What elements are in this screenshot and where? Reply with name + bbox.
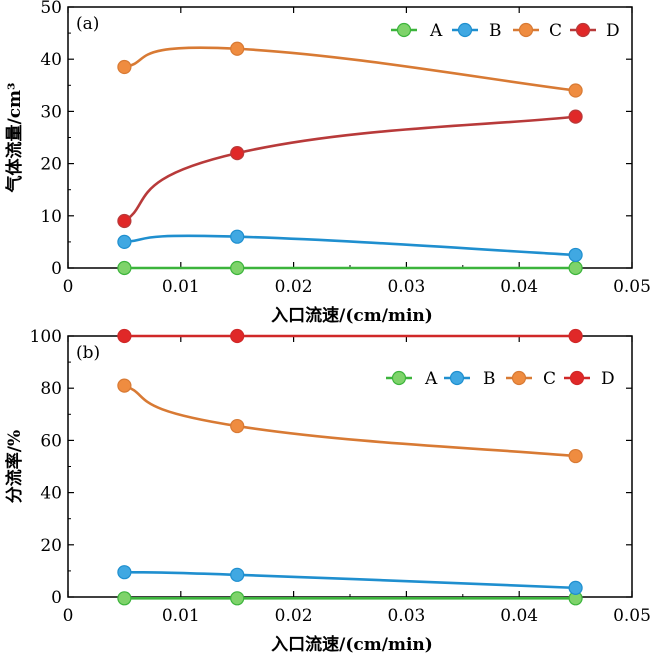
legend-marker [449, 370, 465, 386]
legend-label: A [429, 21, 443, 41]
x-tick-label: 0.01 [162, 277, 200, 297]
y-tick-label: 0 [51, 588, 62, 608]
legend-marker [396, 22, 412, 38]
legend-marker [575, 22, 591, 38]
data-point-D [117, 213, 132, 229]
data-point-B [117, 565, 132, 580]
legend-entry-D: D [564, 369, 615, 389]
legend-label: D [601, 369, 615, 389]
data-point-C [117, 59, 132, 75]
y-tick-label: 20 [40, 155, 62, 175]
legend-entry-B: B [444, 369, 496, 389]
y-tick-label: 100 [30, 327, 62, 347]
legend-marker [511, 370, 527, 386]
x-tick-label: 0.02 [275, 606, 313, 626]
chart-panel-b: 0 0.01 0.02 0.03 0.04 0.05 0 20 40 60 80 100 入口流速/(c… [4, 327, 650, 655]
legend-marker [457, 22, 473, 38]
y-tick-label: 50 [40, 0, 62, 18]
series-A [117, 260, 583, 276]
legend-label: B [489, 21, 502, 41]
series-line-D [123, 115, 576, 223]
x-tick-label: 0 [63, 606, 74, 626]
series-line-B [124, 234, 576, 257]
legend-label: B [483, 369, 496, 389]
data-point-A [117, 591, 132, 606]
data-point-C [568, 448, 583, 464]
chart-panel-a: 0 0.01 0.02 0.03 0.04 0.05 0 10 20 30 40 50 入口流速/(cm… [4, 0, 650, 326]
legend-marker [518, 22, 534, 38]
legend-label: A [424, 369, 438, 389]
series-A [117, 591, 583, 606]
y-tick-label: 30 [40, 102, 62, 122]
y-tick-label: 20 [40, 536, 62, 556]
x-tick-label: 0.04 [500, 277, 538, 297]
legend-marker [391, 370, 407, 386]
legend-entry-D: D [570, 21, 620, 41]
legend-marker [569, 370, 585, 386]
data-point-A [117, 260, 132, 276]
x-tick-label: 0.05 [613, 606, 650, 626]
data-point-C [230, 41, 245, 56]
series-B [117, 565, 583, 595]
y-tick-label: 0 [51, 259, 62, 279]
series-B [117, 229, 583, 263]
data-point-B [230, 229, 245, 244]
legend-entry-B: B [452, 21, 502, 41]
legend-entry-A: A [391, 21, 443, 41]
legend-label: C [549, 21, 562, 41]
legend-label: C [543, 369, 556, 389]
data-point-A [568, 260, 583, 276]
data-point-B [117, 234, 132, 249]
series-line-C [123, 384, 576, 458]
data-point-D [230, 328, 245, 344]
y-tick-label: 40 [40, 484, 62, 504]
data-point-A [230, 260, 245, 276]
x-tick-label: 0.05 [613, 277, 650, 297]
panel-label: (b) [76, 343, 100, 363]
data-point-D [230, 146, 245, 161]
y-tick-label: 60 [40, 431, 62, 451]
data-point-B [568, 580, 583, 595]
x-tick-label: 0 [63, 277, 74, 297]
legend-entry-C: C [513, 21, 562, 41]
y-tick-label: 80 [40, 379, 62, 399]
series-D [117, 328, 583, 344]
legend-label: D [606, 21, 620, 41]
series-line-B [124, 570, 576, 590]
legend-entry-C: C [506, 369, 556, 389]
x-tick-label: 0.01 [162, 606, 200, 626]
plot-frame [67, 6, 633, 269]
data-point-A [230, 591, 245, 606]
series-C [117, 41, 583, 98]
data-point-D [568, 109, 583, 124]
legend-entry-A: A [386, 369, 438, 389]
panel-label: (a) [76, 14, 99, 34]
x-tick-label: 0.02 [275, 277, 313, 297]
x-tick-label: 0.03 [387, 606, 425, 626]
data-point-C [568, 83, 583, 98]
series-D [117, 109, 583, 229]
y-axis-title: 气体流量/cm³ [4, 83, 25, 194]
data-point-C [117, 378, 132, 393]
data-point-D [117, 328, 132, 344]
series-C [117, 378, 583, 464]
x-axis-title: 入口流速/(cm/min) [271, 305, 433, 326]
y-tick-label: 40 [40, 50, 62, 70]
data-point-B [568, 247, 583, 263]
data-point-C [230, 418, 245, 434]
series-line-C [124, 46, 576, 92]
x-tick-label: 0.04 [500, 606, 538, 626]
x-tick-label: 0.03 [387, 277, 425, 297]
y-tick-label: 10 [40, 207, 62, 227]
data-point-B [230, 567, 245, 582]
x-axis-title: 入口流速/(cm/min) [271, 634, 433, 655]
data-point-D [568, 328, 583, 344]
y-axis-title: 分流率/% [4, 430, 25, 503]
